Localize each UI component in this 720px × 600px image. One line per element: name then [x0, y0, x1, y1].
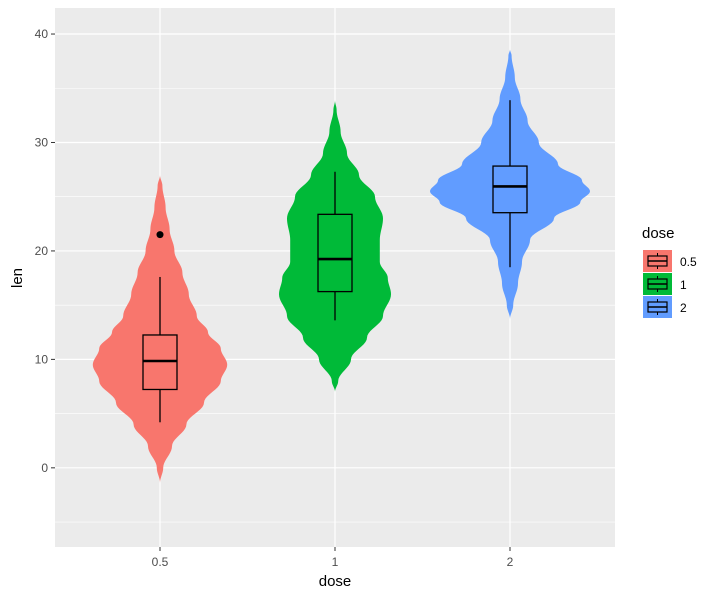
box [492, 165, 528, 214]
legend-label: 0.5 [680, 255, 697, 269]
legend-label: 2 [680, 301, 687, 315]
y-tick-label: 30 [35, 135, 49, 149]
box [317, 213, 353, 293]
y-tick-label: 0 [41, 461, 48, 475]
y-axis-label: len [9, 268, 26, 288]
y-tick-label: 20 [35, 244, 49, 258]
x-tick-label: 1 [332, 555, 339, 569]
legend: dose 0.5 1 2 [642, 225, 697, 318]
outlier-point [156, 231, 164, 239]
legend-label: 1 [680, 278, 687, 292]
y-tick-label: 40 [35, 27, 49, 41]
x-tick-label: 2 [507, 555, 514, 569]
y-tick-label: 10 [35, 352, 49, 366]
x-axis-label: dose [319, 573, 352, 590]
legend-title: dose [642, 225, 675, 242]
x-tick-label: 0.5 [152, 555, 169, 569]
axes: 0 10 20 30 40 0.5 1 2 [35, 27, 514, 569]
violins [92, 49, 590, 484]
